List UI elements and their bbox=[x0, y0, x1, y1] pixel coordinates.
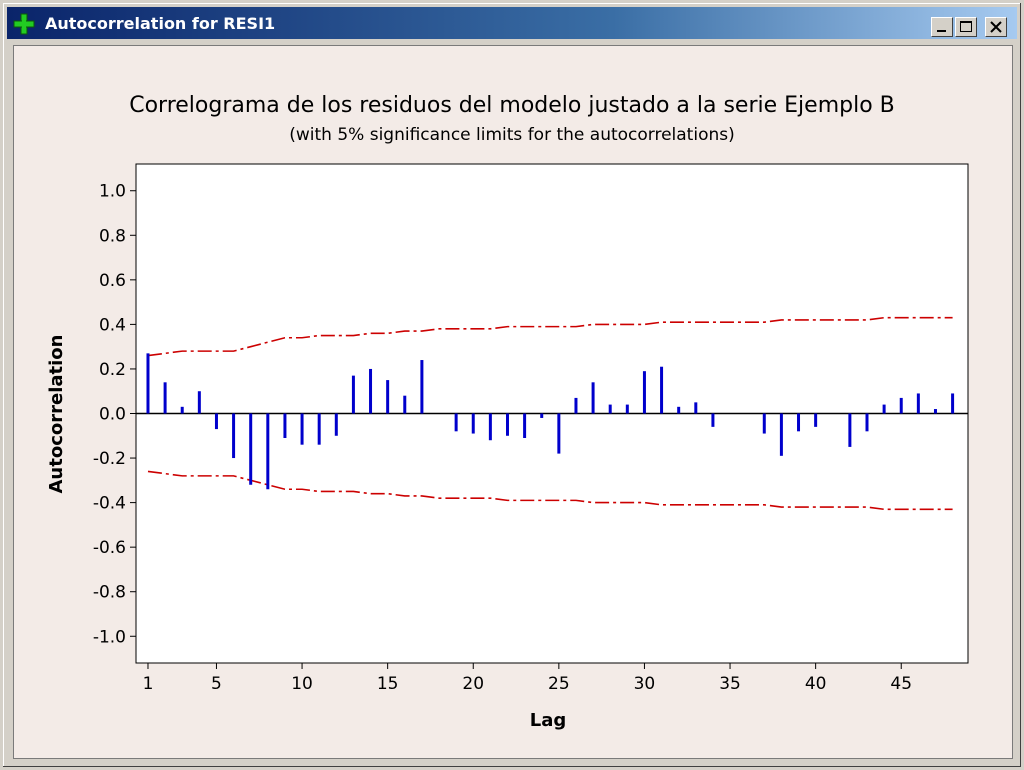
chart-subtitle: (with 5% significance limits for the aut… bbox=[289, 125, 735, 145]
y-axis-label: Autocorrelation bbox=[46, 335, 67, 494]
y-tick-label: 0.2 bbox=[99, 360, 126, 380]
title-bar[interactable]: Autocorrelation for RESI1 bbox=[7, 7, 1017, 39]
x-tick-label: 1 bbox=[143, 674, 154, 694]
y-tick-label: 0.6 bbox=[99, 271, 126, 291]
x-tick-label: 35 bbox=[719, 674, 741, 694]
x-tick-label: 30 bbox=[634, 674, 656, 694]
x-axis: 1 5 10 15 20 25 30 35 40 45 bbox=[143, 663, 912, 694]
minimize-button[interactable] bbox=[931, 17, 953, 37]
y-tick-label: -0.2 bbox=[93, 449, 126, 469]
y-tick-label: 0.0 bbox=[99, 405, 126, 425]
x-tick-label: 15 bbox=[377, 674, 399, 694]
lower-limit-line bbox=[147, 470, 953, 511]
y-tick-label: -0.4 bbox=[93, 494, 126, 514]
y-tick-label: 0.8 bbox=[99, 226, 126, 246]
y-tick-label: 1.0 bbox=[99, 182, 126, 202]
y-tick-label: 0.4 bbox=[99, 315, 126, 335]
y-tick-label: -1.0 bbox=[93, 627, 126, 647]
x-tick-label: 45 bbox=[890, 674, 912, 694]
green-plus-icon bbox=[13, 13, 35, 35]
y-tick-label: -0.6 bbox=[93, 538, 126, 558]
maximize-icon bbox=[960, 21, 972, 32]
y-tick-label: -0.8 bbox=[93, 583, 126, 603]
acf-bars bbox=[146, 353, 955, 490]
autocorrelation-chart: Correlograma de los residuos del modelo … bbox=[46, 93, 969, 731]
maximize-button[interactable] bbox=[955, 17, 977, 37]
x-tick-label: 20 bbox=[462, 674, 484, 694]
x-axis-label: Lag bbox=[530, 710, 567, 731]
window-title: Autocorrelation for RESI1 bbox=[45, 14, 276, 33]
minimize-icon bbox=[937, 30, 946, 32]
chart-area: Correlograma de los residuos del modelo … bbox=[13, 45, 1013, 759]
significance-limits bbox=[147, 316, 953, 511]
y-axis: 1.0 0.8 0.6 0.4 0.2 0.0 -0.2 -0.4 -0.6 -0.8 -1.0 bbox=[93, 182, 136, 647]
x-tick-label: 5 bbox=[211, 674, 222, 694]
x-tick-label: 40 bbox=[805, 674, 827, 694]
x-tick-label: 10 bbox=[291, 674, 313, 694]
chart-title: Correlograma de los residuos del modelo … bbox=[129, 93, 895, 118]
upper-limit-line bbox=[147, 316, 953, 357]
x-tick-label: 25 bbox=[548, 674, 570, 694]
close-button[interactable] bbox=[985, 17, 1007, 37]
close-icon bbox=[990, 21, 1002, 33]
